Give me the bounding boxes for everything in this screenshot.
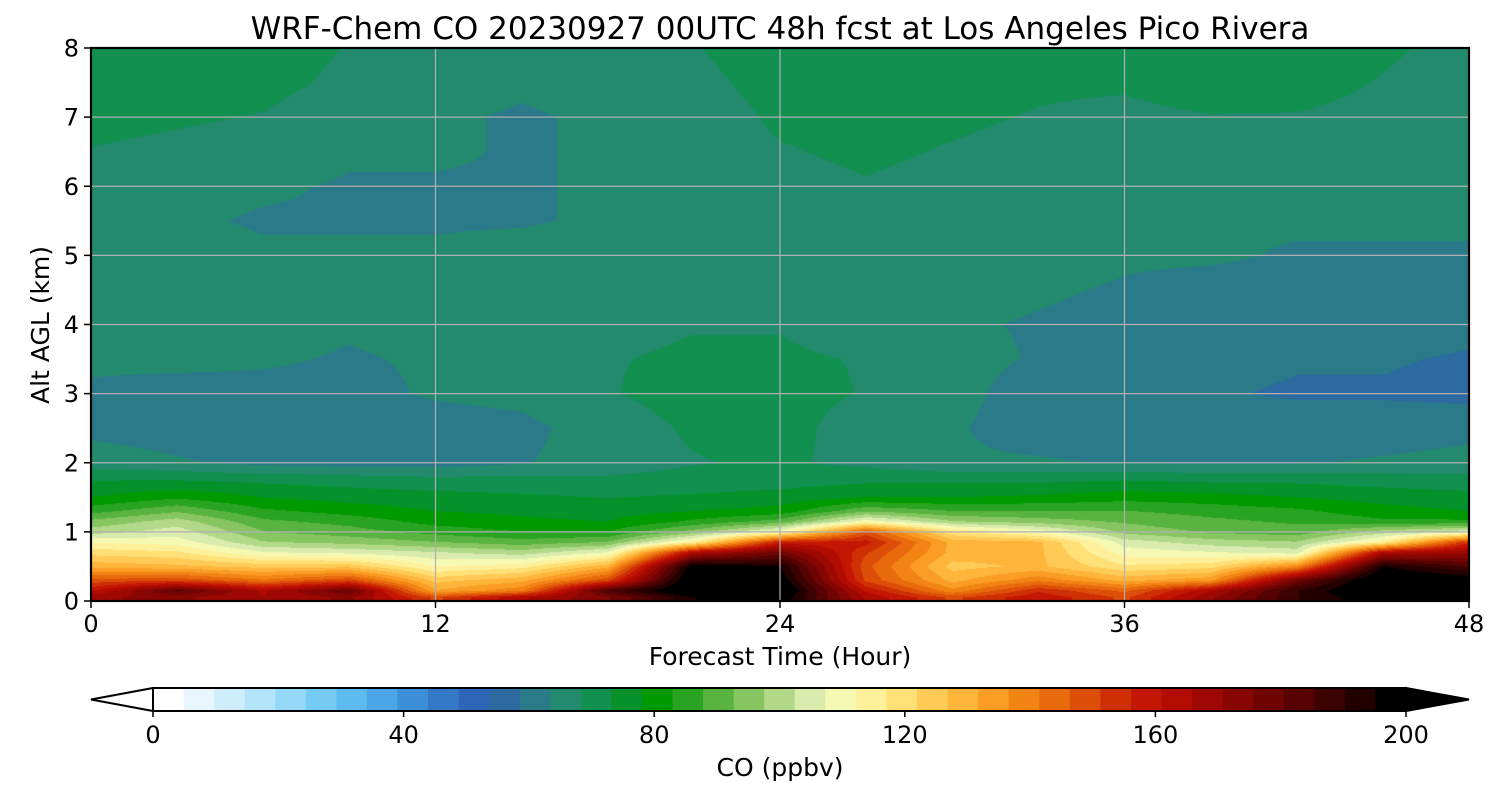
colorbar-segment bbox=[519, 688, 551, 711]
colorbar-segment bbox=[1314, 688, 1346, 711]
y-axis: 0 1 2 3 4 5 6 7 8 bbox=[64, 35, 91, 616]
y-tick-label: 2 bbox=[64, 449, 79, 477]
colorbar-segment bbox=[886, 688, 918, 711]
x-tick-label: 24 bbox=[765, 610, 796, 638]
colorbar-segment bbox=[550, 688, 582, 711]
colorbar-tick-label: 40 bbox=[388, 721, 419, 749]
colorbar-segment bbox=[1130, 688, 1163, 711]
colorbar-tick-label: 120 bbox=[882, 721, 928, 749]
chart-title: WRF-Chem CO 20230927 00UTC 48h fcst at L… bbox=[251, 11, 1310, 47]
colorbar-segment bbox=[641, 688, 674, 711]
y-axis-label: Alt AGL (km) bbox=[26, 246, 55, 404]
colorbar-segment bbox=[1283, 688, 1315, 711]
x-tick-label: 0 bbox=[83, 610, 98, 638]
colorbar-segment bbox=[672, 688, 704, 711]
colorbar-segment bbox=[1222, 688, 1254, 711]
colorbar-segment bbox=[917, 688, 949, 711]
x-tick-label: 36 bbox=[1109, 610, 1140, 638]
x-tick-label: 12 bbox=[420, 610, 451, 638]
colorbar-segment bbox=[305, 688, 337, 711]
colorbar-segment bbox=[1344, 688, 1377, 711]
colorbar-tick-label: 0 bbox=[145, 721, 160, 749]
colorbar-segment bbox=[1161, 688, 1193, 711]
colorbar-segment bbox=[825, 688, 857, 711]
y-tick-label: 3 bbox=[64, 380, 79, 408]
gridlines bbox=[91, 48, 1469, 601]
colorbar-segment bbox=[336, 688, 368, 711]
y-tick-label: 8 bbox=[64, 35, 79, 63]
y-tick-label: 1 bbox=[64, 518, 79, 546]
colorbar-tick-label: 80 bbox=[639, 721, 670, 749]
colorbar-segment bbox=[428, 688, 460, 711]
colorbar-segment bbox=[183, 688, 215, 711]
colorbar-segment bbox=[978, 688, 1010, 711]
colorbar-segments bbox=[153, 688, 1407, 711]
colorbar-min-extension bbox=[90, 686, 154, 713]
colorbar-segment bbox=[275, 688, 307, 711]
colorbar-segment bbox=[1069, 688, 1101, 711]
x-axis-label: Forecast Time (Hour) bbox=[649, 642, 912, 671]
x-tick-label: 48 bbox=[1454, 610, 1485, 638]
colorbar-segment bbox=[703, 688, 735, 711]
colorbar-frame bbox=[152, 687, 1407, 712]
x-axis: 0 12 24 36 48 bbox=[83, 601, 1484, 638]
colorbar-segment bbox=[1039, 688, 1071, 711]
colorbar-max-extension bbox=[1405, 686, 1470, 713]
y-tick-label: 5 bbox=[64, 242, 79, 270]
colorbar-segment bbox=[1008, 688, 1040, 711]
colorbar-segment bbox=[366, 688, 399, 711]
colorbar-segment bbox=[611, 688, 643, 711]
colorbar-segment bbox=[733, 688, 765, 711]
colorbar-label: CO (ppbv) bbox=[717, 753, 844, 782]
y-tick-label: 6 bbox=[64, 173, 79, 201]
colorbar-ticks: 0 40 80 120 160 200 bbox=[145, 711, 1429, 749]
colorbar-segment bbox=[244, 688, 276, 711]
colorbar-segment bbox=[1253, 688, 1285, 711]
colorbar-segment bbox=[580, 688, 613, 711]
colorbar-segment bbox=[214, 688, 246, 711]
y-tick-label: 4 bbox=[64, 311, 79, 339]
colorbar-segment bbox=[458, 688, 490, 711]
colorbar-segment bbox=[855, 688, 888, 711]
colorbar-segment bbox=[1375, 688, 1407, 711]
colorbar-segment bbox=[1100, 688, 1132, 711]
colorbar: 0 40 80 120 160 200 CO (ppbv) bbox=[90, 686, 1470, 782]
colorbar-segment bbox=[794, 688, 826, 711]
colorbar-tick-label: 160 bbox=[1132, 721, 1178, 749]
colorbar-segment bbox=[397, 688, 429, 711]
colorbar-segment bbox=[153, 688, 185, 711]
y-tick-label: 0 bbox=[64, 588, 79, 616]
colorbar-segment bbox=[1192, 688, 1224, 711]
plot-area bbox=[89, 46, 1471, 603]
colorbar-segment bbox=[764, 688, 796, 711]
y-tick-label: 7 bbox=[64, 104, 79, 132]
colorbar-tick-label: 200 bbox=[1383, 721, 1429, 749]
colorbar-segment bbox=[489, 688, 521, 711]
colorbar-segment bbox=[947, 688, 979, 711]
